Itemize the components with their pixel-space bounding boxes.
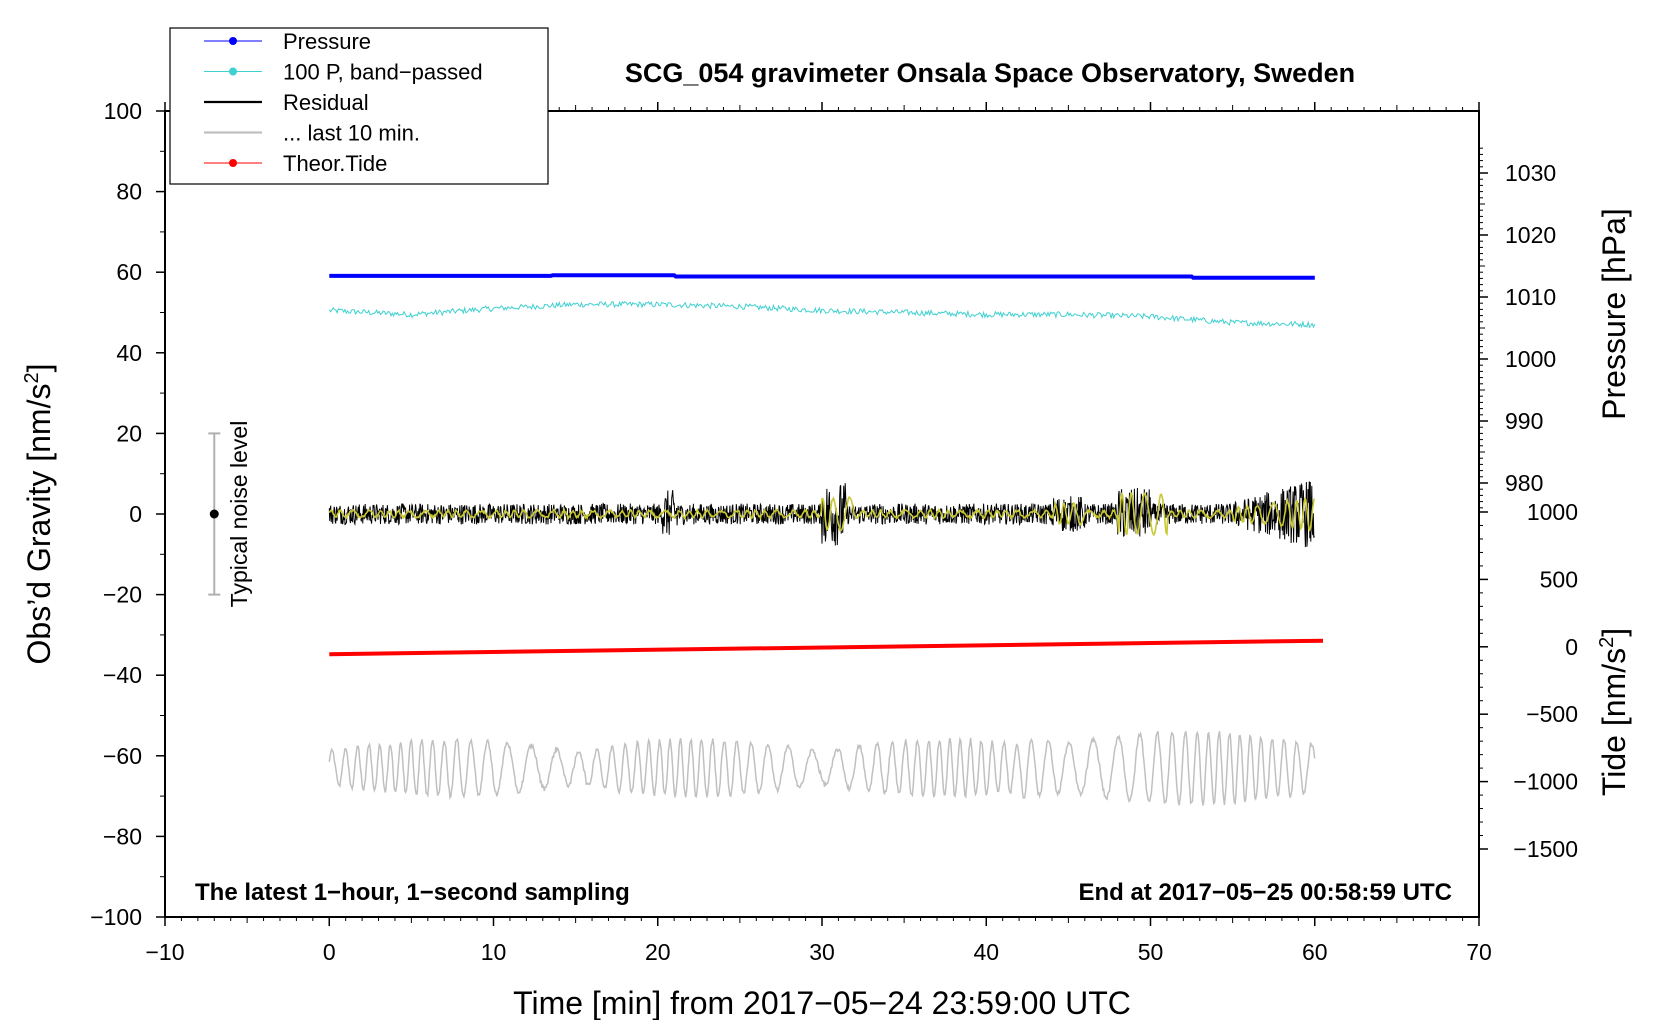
- y-axis-label: Obs’d Gravity [nm/s2]: [21, 364, 57, 665]
- y-tick-label: 20: [116, 420, 142, 446]
- x-tick-label: 10: [481, 939, 507, 965]
- x-axis-label: Time [min] from 2017−05−24 23:59:00 UTC: [513, 985, 1131, 1020]
- y-axis-tide: −1500 −1000 −500 0 500 1000: [1479, 499, 1578, 862]
- series-last-10-min: [328, 730, 1316, 806]
- tide-axis-label: Tide [nm/s2]: [1596, 628, 1632, 796]
- tide-tick-label: −500: [1526, 701, 1578, 727]
- legend: Pressure 100 P, band−passed Residual ... la…: [169, 27, 549, 185]
- noise-bar-dot: [209, 509, 219, 519]
- legend-marker: [229, 37, 237, 45]
- y-tick-label: −60: [103, 743, 142, 769]
- y-tick-label: −20: [103, 582, 142, 608]
- legend-label: Pressure: [283, 29, 371, 54]
- tide-tick-label: −1500: [1513, 836, 1578, 862]
- legend-label: Residual: [283, 90, 369, 115]
- x-tick-label: 20: [645, 939, 671, 965]
- end-time-note: End at 2017−05−25 00:58:59 UTC: [1078, 879, 1452, 906]
- x-tick-label: 0: [323, 939, 336, 965]
- pressure-tick-label: 980: [1505, 470, 1543, 496]
- legend-marker: [229, 159, 237, 167]
- tide-tick-label: 1000: [1527, 499, 1578, 525]
- chart-title: SCG_054 gravimeter Onsala Space Observat…: [625, 58, 1355, 88]
- x-tick-label: 50: [1138, 939, 1164, 965]
- legend-label: 100 P, band−passed: [283, 60, 483, 85]
- tide-tick-label: 500: [1540, 566, 1578, 592]
- pressure-tick-label: 1000: [1505, 346, 1556, 372]
- y-tick-label: 100: [104, 98, 142, 124]
- pressure-tick-label: 1030: [1505, 160, 1556, 186]
- pressure-tick-label: 1020: [1505, 222, 1556, 248]
- y-tick-label: 80: [116, 179, 142, 205]
- noise-level-bar: [208, 432, 221, 596]
- y-axis-gravity: −100 −80 −60 −40 −20 0 20 40 60 80 100: [90, 98, 165, 930]
- series-pressure: [329, 273, 1315, 280]
- series-bandpassed-pressure: [328, 300, 1316, 329]
- y-tick-label: 0: [129, 501, 142, 527]
- y-tick-label: 60: [116, 259, 142, 285]
- y-axis-pressure: 980 990 1000 1010 1020 1030: [1479, 147, 1556, 509]
- series-residual: [328, 481, 1315, 548]
- series-residual-filtered: [328, 491, 1316, 537]
- noise-level-label: Typical noise level: [226, 421, 252, 608]
- x-axis: −10 0 10 20 30 40 50 60 70: [145, 102, 1492, 965]
- series-theor-tide: [329, 638, 1324, 657]
- pressure-tick-label: 990: [1505, 408, 1543, 434]
- x-tick-label: 30: [809, 939, 835, 965]
- x-tick-label: 40: [973, 939, 999, 965]
- y-tick-label: −100: [90, 904, 142, 930]
- series-layer: [328, 273, 1324, 806]
- legend-marker: [229, 67, 237, 76]
- x-tick-label: −10: [145, 939, 184, 965]
- y-tick-label: −80: [103, 823, 142, 849]
- x-tick-label: 70: [1466, 939, 1492, 965]
- tide-tick-label: 0: [1565, 634, 1578, 660]
- legend-box: [169, 27, 549, 185]
- sampling-note: The latest 1−hour, 1−second sampling: [195, 879, 630, 906]
- legend-label: ... last 10 min.: [283, 121, 420, 146]
- pressure-axis-label: Pressure [hPa]: [1596, 208, 1632, 420]
- legend-label: Theor.Tide: [283, 151, 387, 176]
- x-tick-label: 60: [1302, 939, 1328, 965]
- y-tick-label: 40: [116, 340, 142, 366]
- pressure-tick-label: 1010: [1505, 284, 1556, 310]
- y-tick-label: −40: [103, 662, 142, 688]
- tide-tick-label: −1000: [1513, 769, 1578, 795]
